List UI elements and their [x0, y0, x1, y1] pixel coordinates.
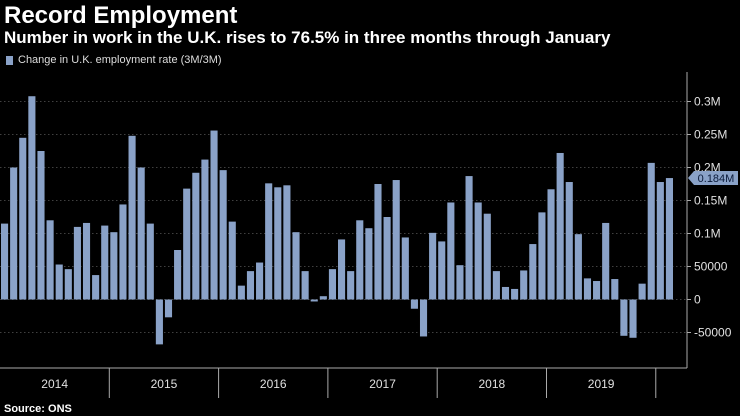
bar — [447, 202, 455, 300]
bar — [629, 299, 637, 338]
bar — [620, 299, 628, 336]
bar — [274, 187, 282, 300]
y-tick-label: 0.2M — [694, 161, 721, 175]
bar — [183, 188, 191, 300]
bar — [383, 217, 391, 300]
bar — [456, 265, 464, 300]
bar — [338, 239, 346, 300]
bar — [401, 237, 409, 300]
bar — [483, 213, 491, 300]
bar — [547, 189, 555, 300]
y-tick-label: 0.15M — [694, 194, 727, 208]
bar — [237, 285, 245, 300]
bar — [374, 184, 382, 300]
bar — [465, 176, 473, 300]
bar — [656, 182, 664, 300]
bar — [410, 299, 418, 309]
x-year-label: 2017 — [369, 377, 396, 391]
y-tick-label: 0.25M — [694, 128, 727, 142]
bar — [210, 130, 218, 300]
y-tick-label: -50000 — [694, 326, 732, 340]
bar — [110, 232, 118, 300]
bar — [392, 180, 400, 300]
last-value-callout: 0.184M — [688, 171, 738, 186]
bar — [292, 232, 300, 300]
bar — [520, 270, 528, 300]
chart-title: Record Employment — [4, 2, 238, 29]
y-tick-label: 0.3M — [694, 95, 721, 109]
x-year-label: 2019 — [588, 377, 615, 391]
bar — [611, 279, 619, 300]
legend-swatch — [6, 55, 13, 65]
bar — [256, 262, 264, 300]
bar — [310, 299, 318, 302]
bar — [565, 182, 573, 300]
bar — [201, 159, 209, 300]
bar — [246, 271, 255, 300]
legend: Change in U.K. employment rate (3M/3M) — [6, 54, 222, 66]
bar — [583, 278, 592, 300]
bar — [64, 269, 72, 300]
y-tick-label: 50000 — [694, 260, 728, 274]
bar — [174, 250, 182, 300]
x-year-label: 2016 — [260, 377, 287, 391]
bar — [438, 241, 446, 300]
bar — [37, 151, 45, 300]
bar — [119, 204, 127, 300]
bar — [301, 271, 309, 300]
y-tick-label: 0.1M — [694, 227, 721, 241]
bar — [1, 223, 9, 300]
bar — [429, 232, 437, 300]
x-year-label: 2015 — [151, 377, 178, 391]
bar — [146, 223, 154, 300]
bar — [665, 178, 673, 300]
bar — [347, 271, 355, 300]
bar — [365, 228, 373, 300]
bar — [602, 222, 610, 300]
bar — [593, 281, 601, 300]
bar — [492, 271, 500, 300]
bar — [10, 167, 18, 300]
bar — [128, 135, 136, 300]
last-value-callout-box — [688, 171, 738, 186]
bar — [82, 222, 91, 300]
chart-subtitle: Number in work in the U.K. rises to 76.5… — [4, 28, 611, 47]
bar — [228, 221, 236, 300]
bar — [283, 185, 291, 300]
bar — [538, 212, 546, 300]
x-year-label: 2018 — [478, 377, 505, 391]
source-note: Source: ONS — [4, 403, 72, 415]
bar — [28, 96, 36, 300]
bar — [73, 226, 81, 300]
bar — [529, 244, 537, 300]
bar — [192, 172, 200, 300]
bar — [511, 288, 519, 300]
bar — [101, 225, 109, 300]
bar — [92, 275, 100, 300]
bar — [319, 296, 327, 300]
bar — [556, 152, 564, 300]
bar — [647, 162, 655, 300]
bar — [155, 299, 163, 345]
bar — [419, 299, 428, 337]
x-year-label: 2014 — [41, 377, 68, 391]
bar — [574, 234, 582, 300]
bar — [474, 202, 482, 300]
bar — [164, 299, 173, 318]
bar — [328, 269, 336, 300]
bar — [137, 167, 145, 300]
bar — [19, 137, 27, 300]
last-value-label: 0.184M — [698, 173, 735, 185]
bar — [638, 283, 646, 300]
bar — [356, 220, 364, 300]
bar — [265, 183, 273, 300]
bar — [46, 220, 54, 300]
bar — [501, 286, 510, 300]
bar — [219, 170, 227, 300]
y-tick-label: 0 — [694, 293, 701, 307]
bar — [55, 264, 63, 300]
legend-label: Change in U.K. employment rate (3M/3M) — [18, 54, 222, 66]
